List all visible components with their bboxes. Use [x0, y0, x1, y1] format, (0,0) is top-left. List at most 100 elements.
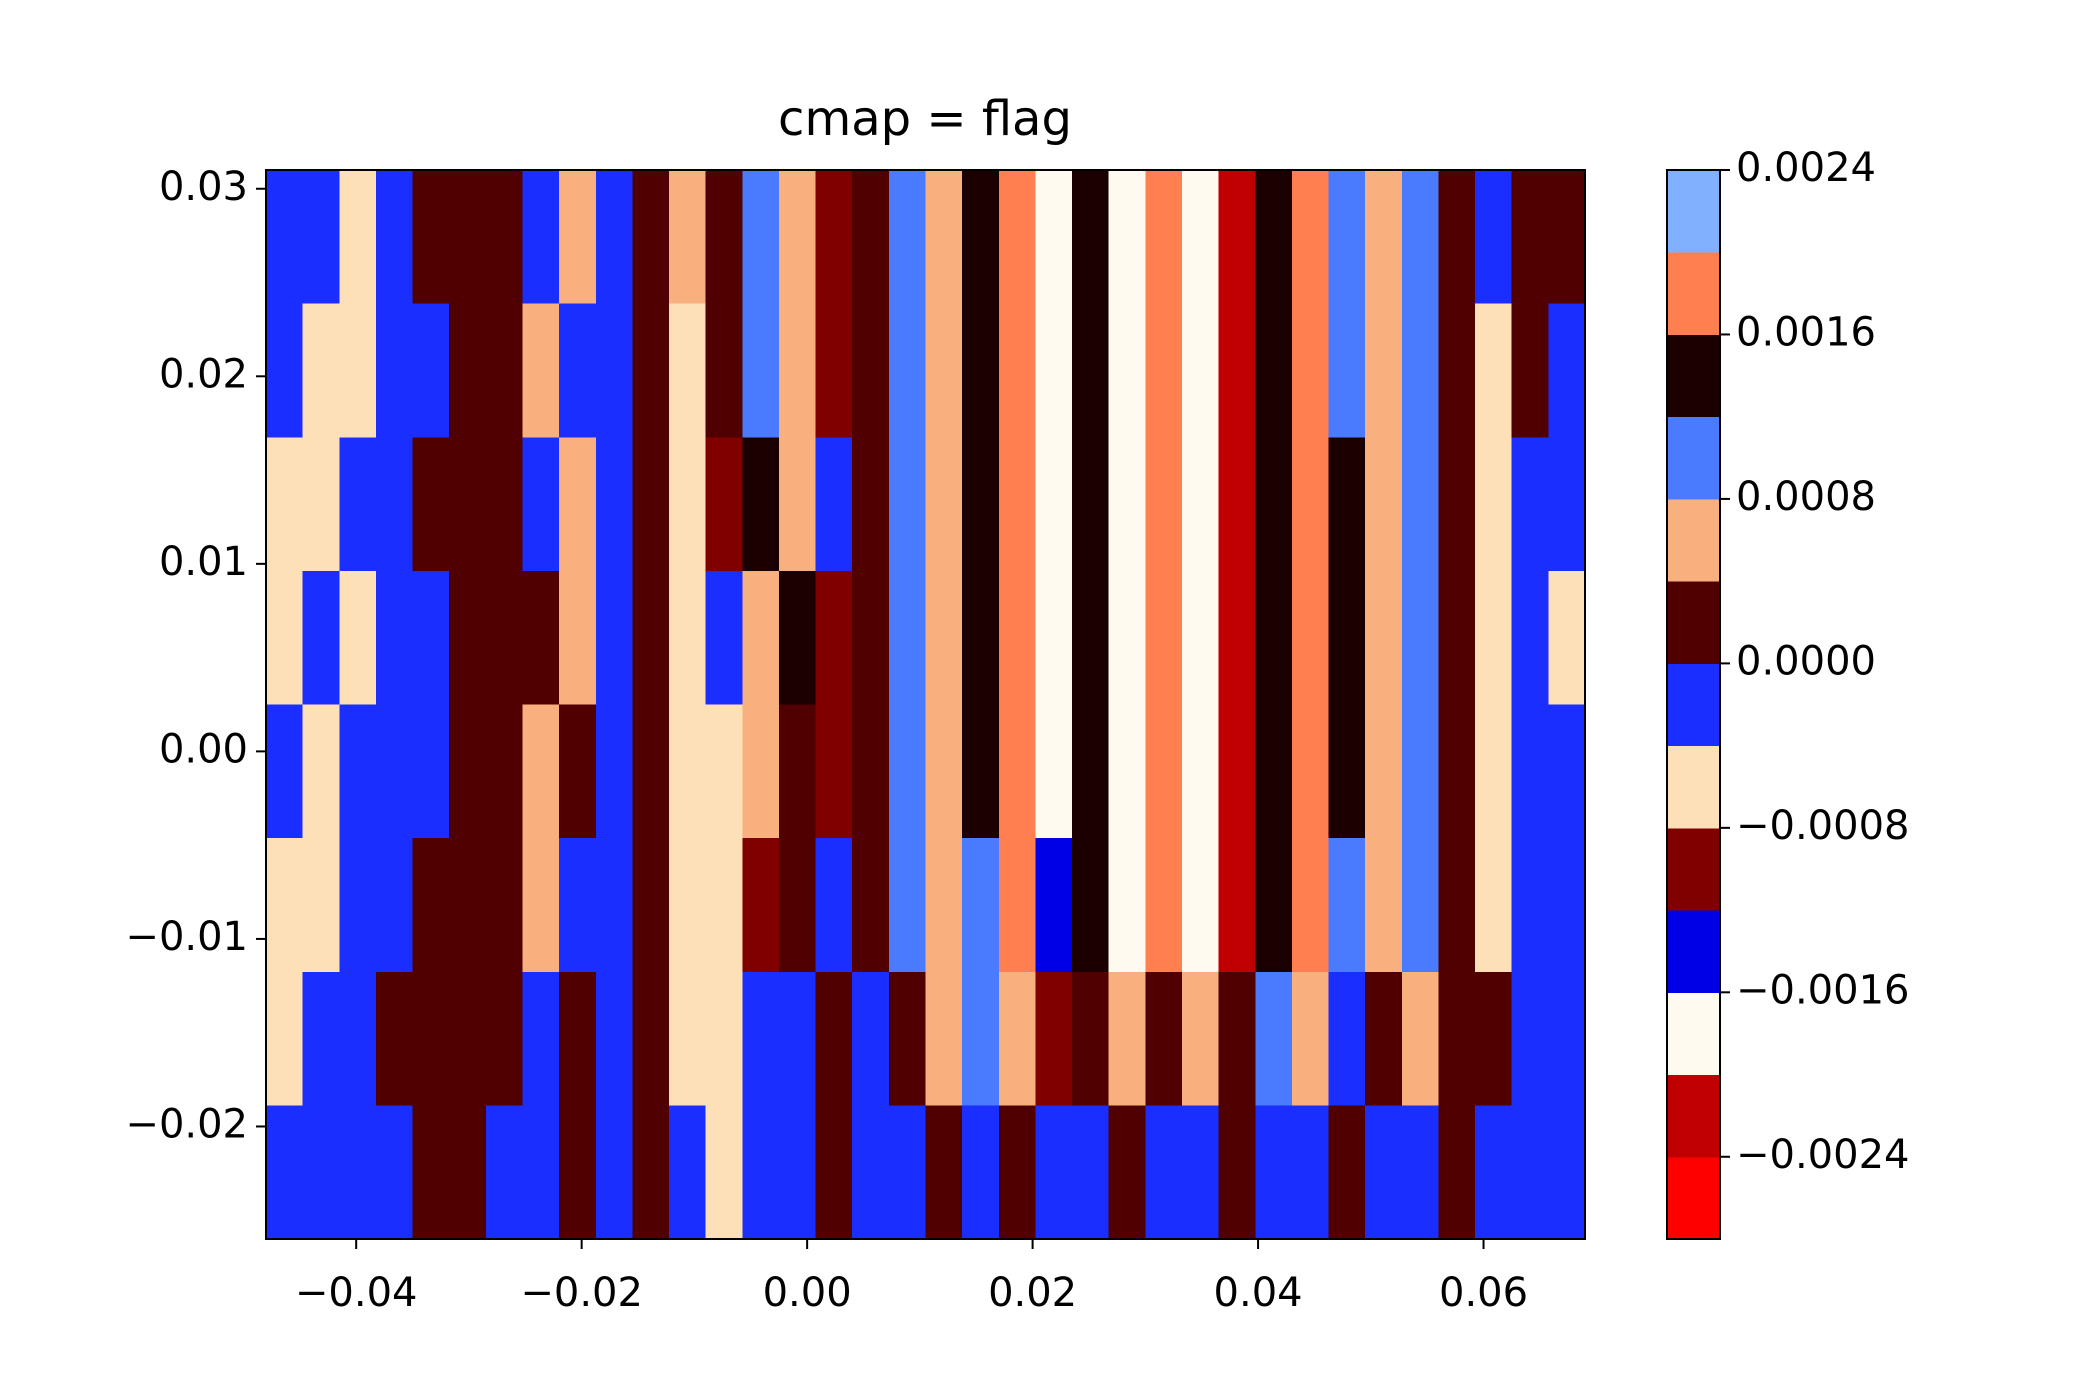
contour-cell [1511, 303, 1549, 438]
contour-cell [1291, 1105, 1330, 1240]
contour-cell [559, 1105, 597, 1240]
contour-cell [1145, 303, 1183, 438]
contour-cell [522, 437, 560, 572]
contour-cell [888, 170, 927, 305]
contour-cell [1291, 971, 1330, 1106]
contour-cell [595, 170, 633, 305]
contour-cell [1548, 704, 1586, 839]
contour-cell [815, 170, 853, 305]
contour-cell [266, 303, 304, 438]
contour-cell [1401, 1105, 1440, 1240]
contour-cell [1548, 303, 1586, 438]
contour-cell [449, 170, 487, 305]
colorbar-tick-label: −0.0016 [1736, 967, 1909, 1013]
contour-cell [1181, 570, 1220, 706]
contour-cell [925, 1105, 963, 1240]
contour-cell [998, 971, 1037, 1106]
y-tick-label: −0.02 [125, 1101, 248, 1147]
contour-cell [1218, 1105, 1256, 1240]
contour-cell [522, 704, 560, 839]
contour-cell [962, 704, 1000, 839]
contour-cell [742, 570, 780, 706]
contour-cell [1401, 437, 1440, 572]
contour-cell [375, 303, 414, 438]
contour-cell [266, 1105, 304, 1240]
contour-cell [852, 437, 890, 572]
contour-cell [1072, 437, 1110, 572]
contour-cell [778, 437, 817, 572]
contour-cell [998, 704, 1037, 839]
contour-cell [1255, 704, 1293, 839]
contour-cell [632, 704, 670, 839]
contour-cell [1401, 570, 1440, 706]
contour-cell [1218, 437, 1256, 572]
axes: −0.04 −0.02 0.00 0.02 0.04 0.06 −0.02 −0.01 0.00… [125, 164, 1586, 1316]
contour-cell [962, 971, 1000, 1106]
contour-cell [1145, 1105, 1183, 1240]
contour-cell [925, 170, 963, 305]
contour-cell [1475, 437, 1513, 572]
contour-cell [705, 170, 743, 305]
contour-cell [302, 704, 340, 839]
contour-cell [742, 303, 780, 438]
contour-cell [1548, 971, 1586, 1106]
contour-cell [925, 437, 963, 572]
contour-cell [485, 971, 524, 1106]
contour-cell [815, 437, 853, 572]
contour-cell [998, 1105, 1037, 1240]
contour-cell [1438, 1105, 1476, 1240]
contour-cell [852, 704, 890, 839]
contour-cell [522, 971, 560, 1106]
contour-cell [1108, 170, 1146, 305]
contour-cell [1035, 704, 1073, 839]
contour-cell [266, 570, 304, 706]
contour-cell [1181, 437, 1220, 572]
contour-cell [1291, 437, 1330, 572]
colorbar-band [1667, 170, 1720, 253]
contour-cell [1181, 971, 1220, 1106]
colorbar: −0.0024 −0.0016 −0.0008 0.0000 0.0008 0.0016 0… [1666, 145, 1909, 1240]
contour-cell [1511, 570, 1549, 706]
contour-cell [1218, 971, 1256, 1106]
contour-cell [669, 437, 707, 572]
contour-cell [1401, 971, 1440, 1106]
contour-cell [1072, 1105, 1110, 1240]
contour-cell [705, 570, 743, 706]
contour-cell [1108, 303, 1146, 438]
contour-cell [1328, 704, 1366, 839]
contour-cell [1328, 303, 1366, 438]
contour-cell [1108, 838, 1146, 973]
contour-cell [412, 437, 450, 572]
contour-cell [852, 303, 890, 438]
contour-cell [1108, 570, 1146, 706]
contour-cell [1365, 971, 1403, 1106]
contour-cell [705, 704, 743, 839]
contour-cell [1365, 704, 1403, 839]
contour-cell [669, 170, 707, 305]
contour-cell [1072, 971, 1110, 1106]
contour-cell [412, 303, 450, 438]
contour-cell [1438, 437, 1476, 572]
contour-cell [302, 838, 340, 973]
contour-cell [559, 971, 597, 1106]
y-tick-label: 0.01 [159, 539, 248, 585]
x-tick-label: 0.06 [1439, 1270, 1528, 1316]
contour-cell [1438, 971, 1476, 1106]
contour-cell [412, 838, 450, 973]
contour-cell [1475, 838, 1513, 973]
contour-cell [1255, 1105, 1293, 1240]
contour-cell [669, 838, 707, 973]
contour-cell [449, 1105, 487, 1240]
contour-cell [595, 971, 633, 1106]
contour-cell [412, 971, 450, 1106]
contour-cell [1291, 838, 1330, 973]
contour-cell [742, 971, 780, 1106]
contour-cell [1181, 303, 1220, 438]
contour-cell [852, 1105, 890, 1240]
contour-cell [852, 838, 890, 973]
contour-cell [485, 1105, 524, 1240]
contour-cell [595, 303, 633, 438]
colorbar-band [1667, 416, 1720, 500]
contour-cell [669, 971, 707, 1106]
